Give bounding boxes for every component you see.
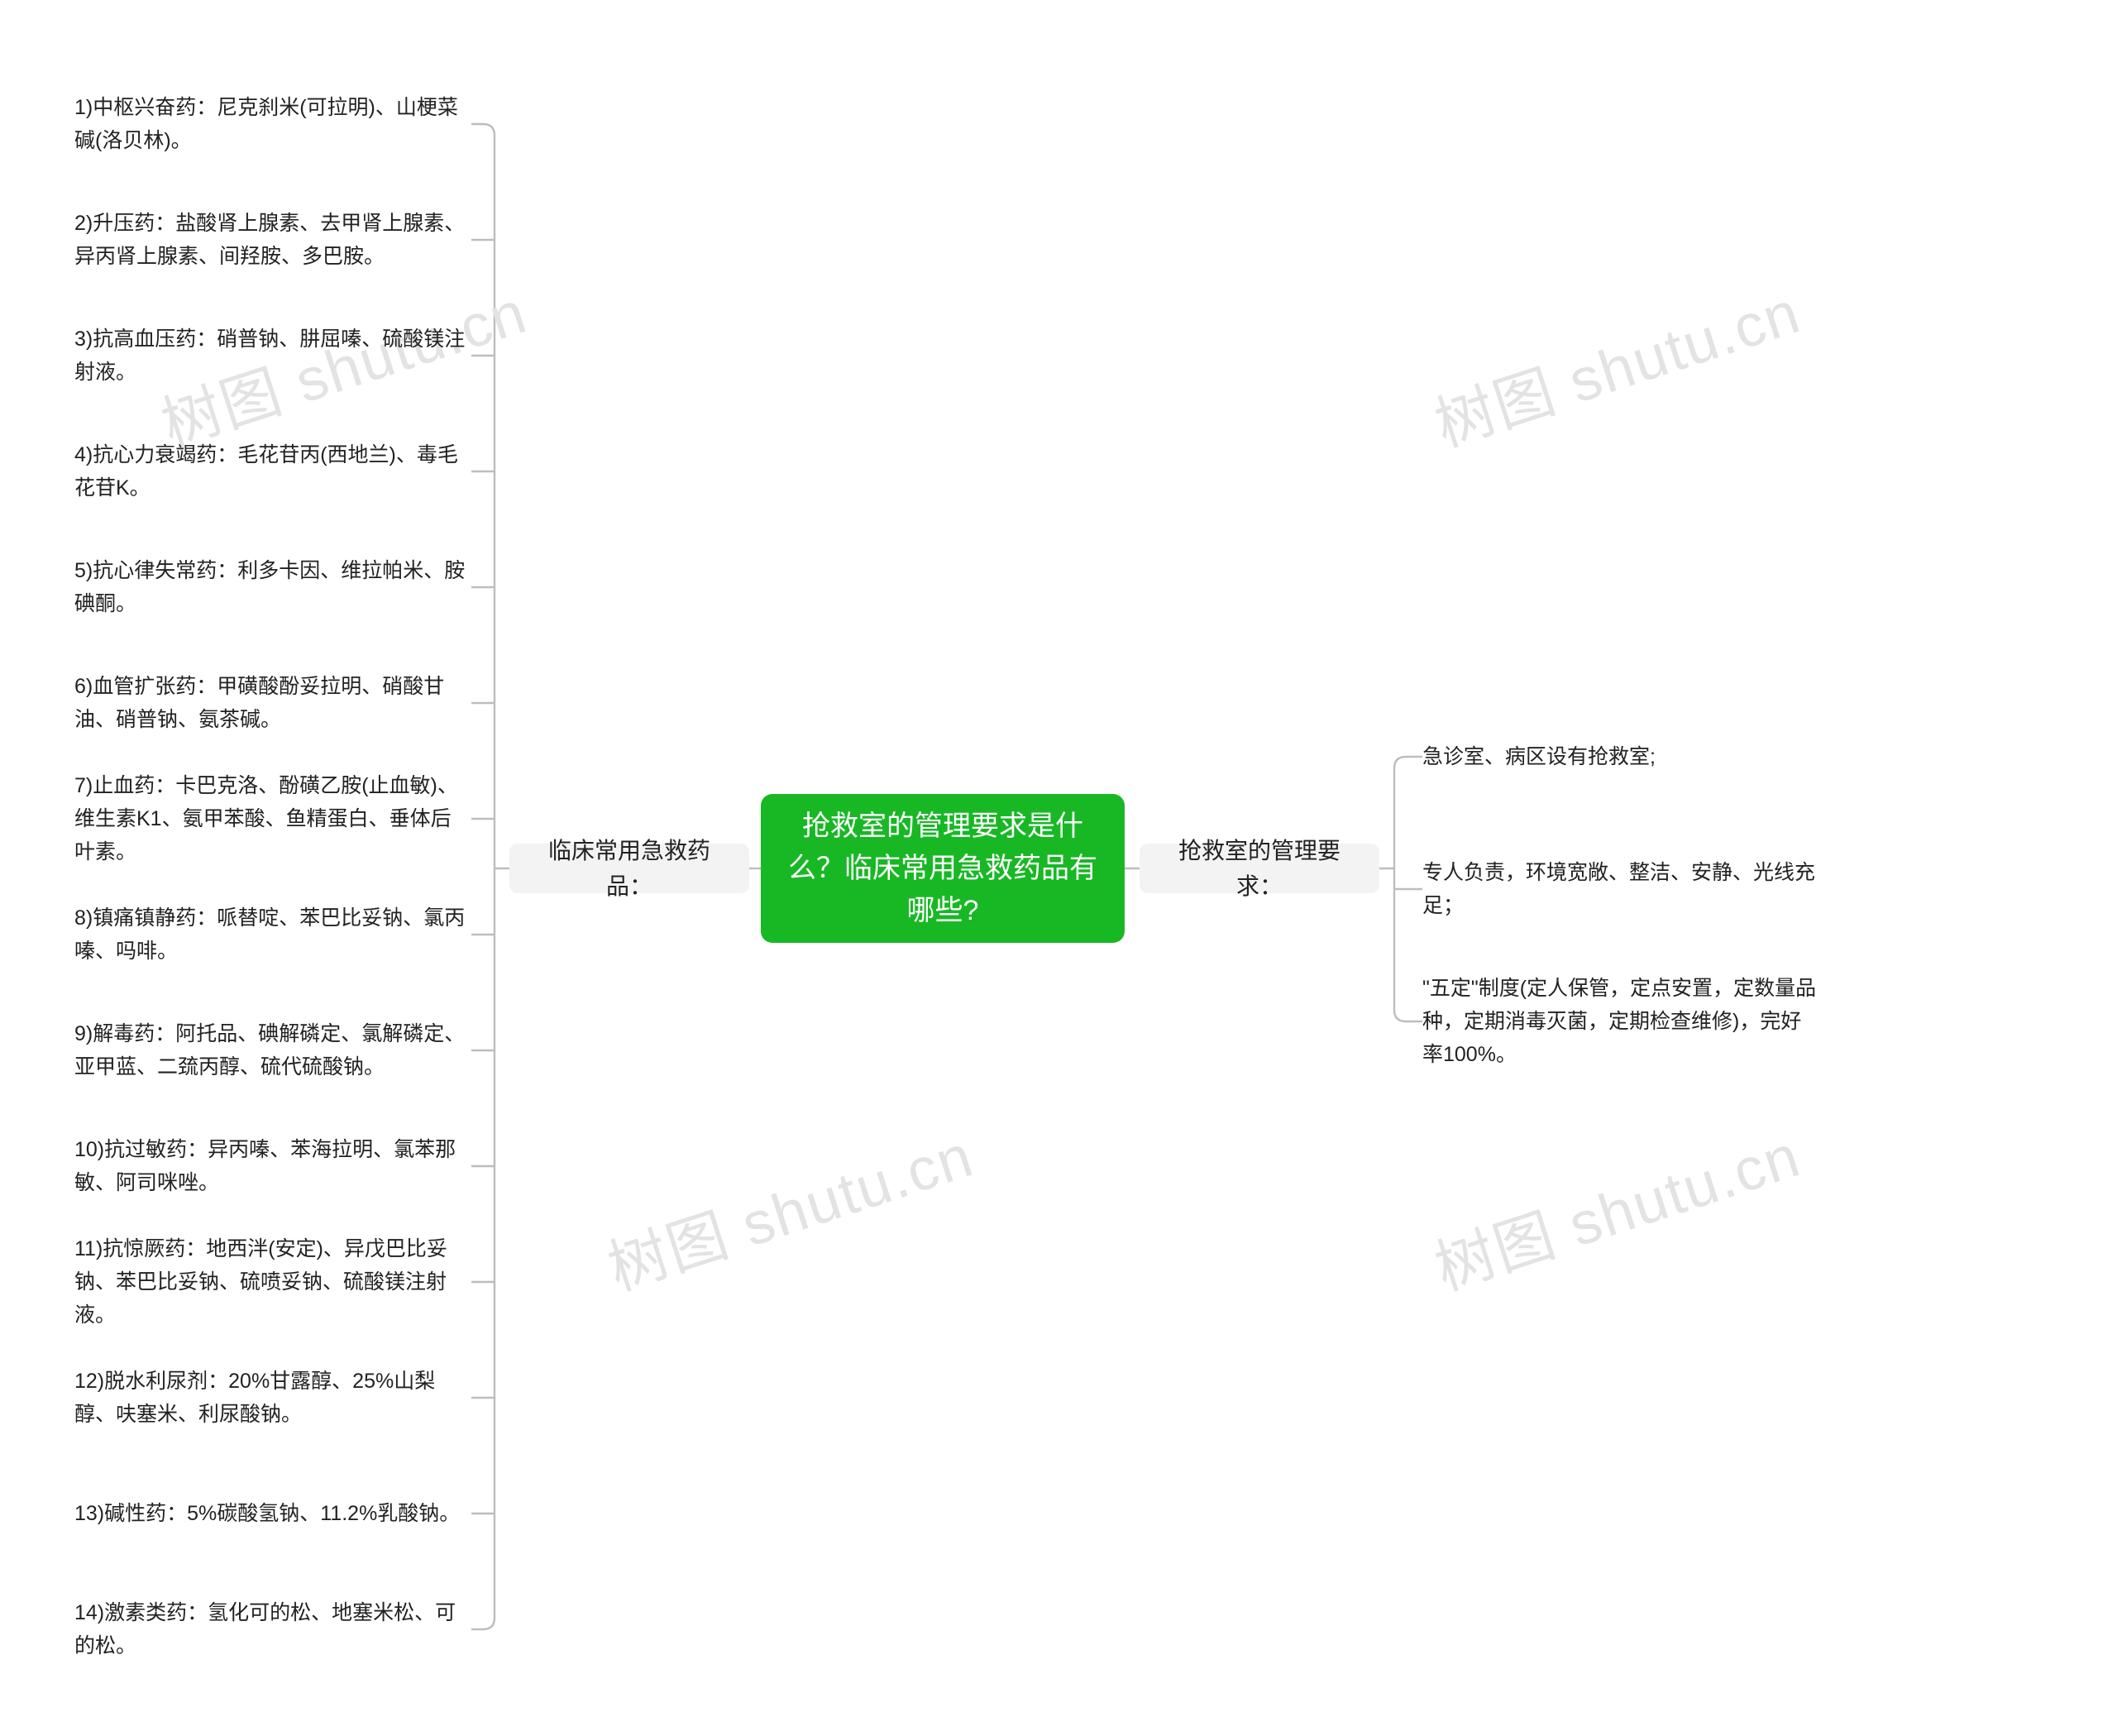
mindmap-canvas: 树图 shutu.cn 树图 shutu.cn 树图 shutu.cn 树图 s… (0, 0, 2117, 1736)
left-leaf-label: 2)升压药：盐酸肾上腺素、去甲肾上腺素、异丙肾上腺素、间羟胺、多巴胺。 (74, 207, 471, 273)
left-leaf-label: 5)抗心律失常药：利多卡因、维拉帕米、胺碘酮。 (74, 554, 471, 620)
left-leaf-node[interactable]: 1)中枢兴奋药：尼克刹米(可拉明)、山梗菜碱(洛贝林)。 (74, 87, 471, 161)
left-leaf-node[interactable]: 14)激素类药：氢化可的松、地塞米松、可的松。 (74, 1592, 471, 1667)
watermark: 树图 shutu.cn (1422, 263, 1809, 462)
left-leaf-label: 14)激素类药：氢化可的松、地塞米松、可的松。 (74, 1596, 471, 1662)
left-leaf-node[interactable]: 2)升压药：盐酸肾上腺素、去甲肾上腺素、异丙肾上腺素、间羟胺、多巴胺。 (74, 203, 471, 277)
left-leaf-label: 8)镇痛镇静药：哌替啶、苯巴比妥钠、氯丙嗪、吗啡。 (74, 901, 471, 968)
left-leaf-label: 6)血管扩张药：甲磺酸酚妥拉明、硝酸甘油、硝普钠、氨茶碱。 (74, 670, 471, 736)
left-leaf-label: 9)解毒药：阿托品、碘解磷定、氯解磷定、亚甲蓝、二巯丙醇、硫代硫酸钠。 (74, 1017, 471, 1083)
watermark: 树图 shutu.cn (1422, 1107, 1809, 1306)
left-leaf-label: 11)抗惊厥药：地西泮(安定)、异戊巴比妥钠、苯巴比妥钠、硫喷妥钠、硫酸镁注射液… (74, 1232, 471, 1332)
left-branch-label: 临床常用急救药品： (531, 833, 728, 905)
left-leaf-label: 12)脱水利尿剂：20%甘露醇、25%山梨醇、呋塞米、利尿酸钠。 (74, 1365, 471, 1431)
right-leaf-node[interactable]: 急诊室、病区设有抢救室; (1422, 720, 1819, 794)
root-node[interactable]: 抢救室的管理要求是什么？临床常用急救药品有哪些? (761, 794, 1125, 943)
left-leaf-node[interactable]: 10)抗过敏药：异丙嗪、苯海拉明、氯苯那敏、阿司咪唑。 (74, 1129, 471, 1203)
left-leaf-node[interactable]: 12)脱水利尿剂：20%甘露醇、25%山梨醇、呋塞米、利尿酸钠。 (74, 1361, 471, 1435)
right-leaf-label: 急诊室、病区设有抢救室; (1422, 740, 1656, 773)
root-label: 抢救室的管理要求是什么？临床常用急救药品有哪些? (786, 806, 1100, 932)
left-leaf-label: 3)抗高血压药：硝普钠、肼屈嗪、硫酸镁注射液。 (74, 323, 471, 389)
left-leaf-node[interactable]: 9)解毒药：阿托品、碘解磷定、氯解磷定、亚甲蓝、二巯丙醇、硫代硫酸钠。 (74, 1013, 471, 1088)
right-leaf-node[interactable]: 专人负责，环境宽敞、整洁、安静、光线充足； (1422, 852, 1819, 926)
right-leaf-label: 专人负责，环境宽敞、整洁、安静、光线充足； (1422, 856, 1819, 922)
left-leaf-node[interactable]: 6)血管扩张药：甲磺酸酚妥拉明、硝酸甘油、硝普钠、氨茶碱。 (74, 666, 471, 740)
left-leaf-label: 1)中枢兴奋药：尼克刹米(可拉明)、山梗菜碱(洛贝林)。 (74, 91, 471, 157)
left-leaf-node[interactable]: 4)抗心力衰竭药：毛花苷丙(西地兰)、毒毛花苷K。 (74, 434, 471, 509)
right-branch-label: 抢救室的管理要求： (1161, 833, 1358, 905)
left-leaf-label: 10)抗过敏药：异丙嗪、苯海拉明、氯苯那敏、阿司咪唑。 (74, 1133, 471, 1199)
left-leaf-label: 7)止血药：卡巴克洛、酚磺乙胺(止血敏)、维生素K1、氨甲苯酸、鱼精蛋白、垂体后… (74, 769, 471, 868)
right-branch-node[interactable]: 抢救室的管理要求： (1140, 844, 1379, 893)
left-leaf-node[interactable]: 7)止血药：卡巴克洛、酚磺乙胺(止血敏)、维生素K1、氨甲苯酸、鱼精蛋白、垂体后… (74, 782, 471, 856)
left-branch-node[interactable]: 临床常用急救药品： (509, 844, 749, 893)
left-leaf-node[interactable]: 5)抗心律失常药：利多卡因、维拉帕米、胺碘酮。 (74, 550, 471, 624)
left-leaf-label: 13)碱性药：5%碳酸氢钠、11.2%乳酸钠。 (74, 1497, 460, 1530)
left-leaf-node[interactable]: 13)碱性药：5%碳酸氢钠、11.2%乳酸钠。 (74, 1476, 471, 1551)
left-leaf-node[interactable]: 11)抗惊厥药：地西泮(安定)、异戊巴比妥钠、苯巴比妥钠、硫喷妥钠、硫酸镁注射液… (74, 1245, 471, 1319)
left-leaf-node[interactable]: 8)镇痛镇静药：哌替啶、苯巴比妥钠、氯丙嗪、吗啡。 (74, 897, 471, 972)
left-leaf-node[interactable]: 3)抗高血压药：硝普钠、肼屈嗪、硫酸镁注射液。 (74, 318, 471, 393)
left-leaf-label: 4)抗心力衰竭药：毛花苷丙(西地兰)、毒毛花苷K。 (74, 438, 471, 505)
right-leaf-node[interactable]: "五定"制度(定人保管，定点安置，定数量品种，定期消毒灭菌，定期检查维修)，完好… (1422, 984, 1819, 1059)
watermark: 树图 shutu.cn (595, 1107, 982, 1306)
right-leaf-label: "五定"制度(定人保管，定点安置，定数量品种，定期消毒灭菌，定期检查维修)，完好… (1422, 972, 1819, 1071)
